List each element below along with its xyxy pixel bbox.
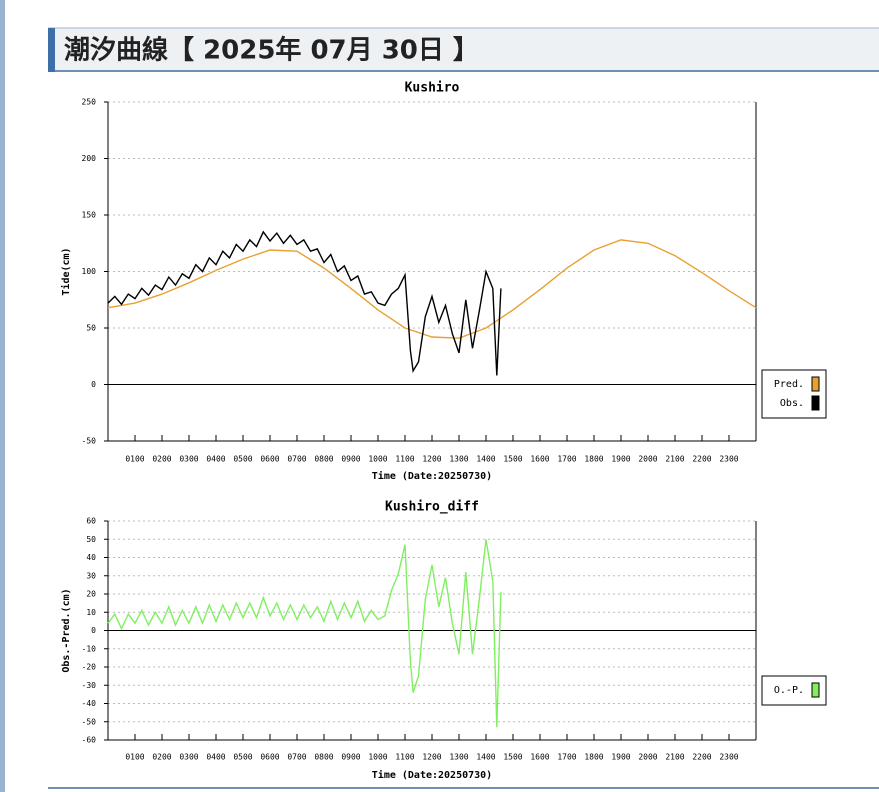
y-tick-label: -50	[82, 717, 97, 726]
x-tick-label: 0500	[233, 753, 252, 762]
x-tick-label: 1600	[530, 455, 549, 464]
x-tick-label: 1000	[368, 455, 387, 464]
x-tick-label: 0800	[314, 753, 333, 762]
x-tick-label: 0900	[341, 455, 360, 464]
y-tick-label: 0	[91, 626, 96, 635]
y-tick-label: 100	[82, 267, 97, 276]
y-tick-label: -10	[82, 644, 97, 653]
legend-swatch	[811, 395, 820, 411]
x-tick-label: 2300	[719, 455, 738, 464]
x-tick-label: 0100	[125, 753, 144, 762]
x-tick-label: 0200	[152, 753, 171, 762]
x-tick-label: 0700	[287, 455, 306, 464]
x-tick-label: 0600	[260, 455, 279, 464]
legend-label: Pred.	[774, 379, 804, 390]
x-tick-label: 1400	[476, 455, 495, 464]
y-tick-label: 60	[86, 517, 96, 526]
x-tick-label: 2200	[692, 753, 711, 762]
x-tick-label: 1400	[476, 753, 495, 762]
y-tick-label: 30	[86, 571, 96, 580]
x-tick-label: 1900	[611, 455, 630, 464]
y-tick-label: 50	[86, 324, 96, 333]
x-tick-label: 0100	[125, 455, 144, 464]
x-tick-label: 1800	[584, 753, 603, 762]
legend-label: Obs.	[780, 398, 804, 409]
x-tick-label: 1100	[395, 455, 414, 464]
y-tick-label: -60	[82, 736, 97, 745]
x-tick-label: 1200	[422, 753, 441, 762]
chart-title: Kushiro_diff	[385, 500, 479, 515]
x-tick-label: 1100	[395, 753, 414, 762]
x-tick-label: 0500	[233, 455, 252, 464]
y-tick-label: 150	[82, 211, 97, 220]
x-tick-label: 1800	[584, 455, 603, 464]
x-tick-label: 2000	[638, 753, 657, 762]
x-tick-label: 1900	[611, 753, 630, 762]
legend-swatch	[811, 376, 820, 392]
x-tick-label: 0700	[287, 753, 306, 762]
y-tick-label: 200	[82, 154, 97, 163]
x-tick-label: 1600	[530, 753, 549, 762]
y-tick-label: 50	[86, 535, 96, 544]
x-tick-label: 0400	[206, 753, 225, 762]
x-axis-label: Time (Date:20250730)	[372, 769, 492, 781]
x-tick-label: 2200	[692, 455, 711, 464]
x-tick-label: 1200	[422, 455, 441, 464]
x-tick-label: 1500	[503, 753, 522, 762]
series-line	[107, 230, 502, 376]
side-strip	[0, 0, 5, 792]
x-axis-label: Time (Date:20250730)	[372, 470, 492, 482]
page-title: 潮汐曲線【 2025年 07月 30日 】	[64, 35, 479, 66]
x-tick-label: 0400	[206, 455, 225, 464]
y-tick-label: -50	[82, 437, 97, 446]
x-tick-label: 2300	[719, 753, 738, 762]
y-tick-label: 250	[82, 98, 97, 107]
x-tick-label: 0800	[314, 455, 333, 464]
x-tick-label: 2100	[665, 455, 684, 464]
legend-label: O.-P.	[774, 685, 804, 696]
y-tick-label: 0	[91, 380, 96, 389]
x-tick-label: 1300	[449, 753, 468, 762]
series-line	[107, 539, 502, 728]
y-tick-label: -30	[82, 681, 97, 690]
x-tick-label: 1700	[557, 753, 576, 762]
x-tick-label: 2000	[638, 455, 657, 464]
x-tick-label: 0300	[179, 455, 198, 464]
x-tick-label: 1700	[557, 455, 576, 464]
x-tick-label: 0600	[260, 753, 279, 762]
y-tick-label: 40	[86, 553, 96, 562]
x-tick-label: 1500	[503, 455, 522, 464]
x-tick-label: 2100	[665, 753, 684, 762]
x-tick-label: 1000	[368, 753, 387, 762]
chart-title: Kushiro	[405, 81, 460, 96]
x-tick-label: 0900	[341, 753, 360, 762]
legend-swatch	[811, 682, 820, 698]
y-axis-label: Obs.-Pred.(cm)	[61, 588, 72, 672]
header-bg	[48, 28, 879, 72]
x-tick-label: 0300	[179, 753, 198, 762]
x-tick-label: 1300	[449, 455, 468, 464]
y-tick-label: 10	[86, 608, 96, 617]
series-line	[107, 239, 757, 339]
y-tick-label: -20	[82, 663, 97, 672]
y-axis-label: Tide(cm)	[60, 247, 72, 295]
y-tick-label: 20	[86, 590, 96, 599]
x-tick-label: 0200	[152, 455, 171, 464]
y-tick-label: -40	[82, 699, 97, 708]
header-bar	[48, 28, 55, 72]
